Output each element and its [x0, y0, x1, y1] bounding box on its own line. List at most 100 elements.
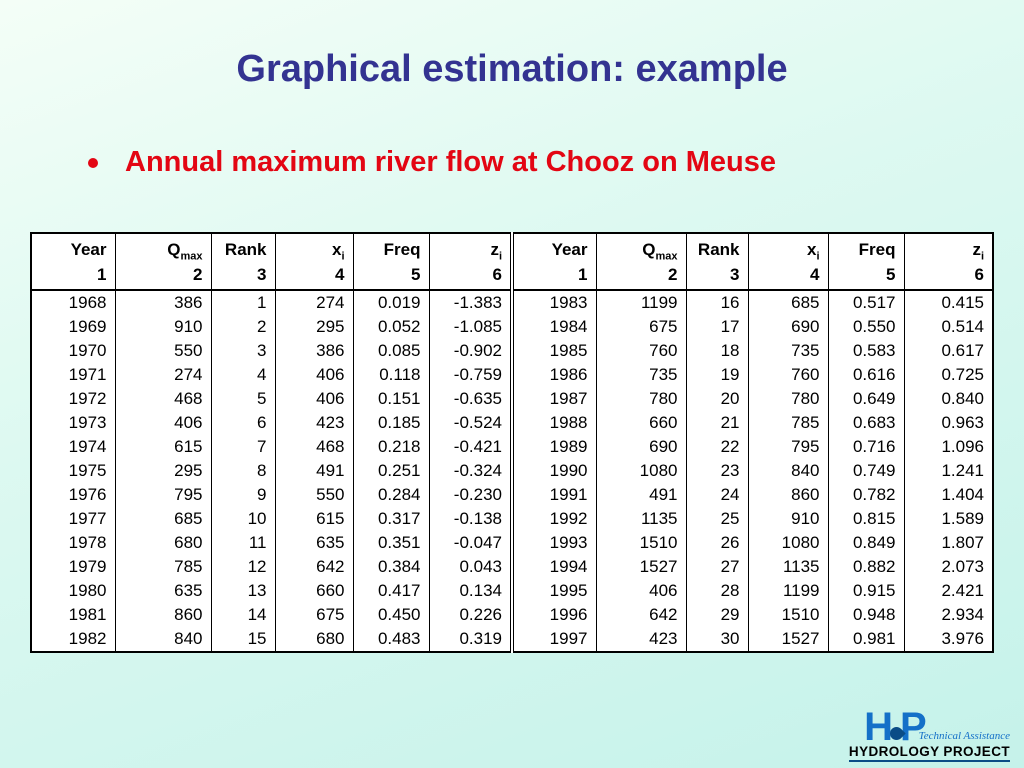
table-cell: 30 [685, 627, 748, 652]
table-cell: 0.118 [352, 363, 429, 387]
table-cell: 386 [274, 339, 353, 363]
table-cell: 0.948 [827, 603, 904, 627]
table-cell: 1 [210, 290, 275, 315]
river-flow-table: Year Qmax Rank xi Freq zi Year Qmax Rank xi Freq zi… [30, 232, 994, 653]
table-cell: 2 [210, 315, 275, 339]
table-cell: 14 [210, 603, 275, 627]
table-cell: 11 [210, 531, 275, 555]
table-cell: 685 [114, 507, 211, 531]
table-cell: 0.915 [827, 579, 904, 603]
table-cell: 1510 [747, 603, 828, 627]
table-cell: 0.517 [827, 290, 904, 315]
table-cell: 795 [114, 483, 211, 507]
table-cell: 0.840 [903, 387, 993, 411]
logo-hp-mark: H P Technical Assistance [849, 705, 1010, 749]
table-cell: 0.725 [903, 363, 993, 387]
table-cell: 0.483 [352, 627, 429, 652]
column-header: Qmax [114, 233, 211, 263]
table-cell: 1971 [30, 363, 115, 387]
table-cell: 0.151 [352, 387, 429, 411]
column-header: Year [30, 233, 115, 263]
table-cell: 840 [114, 627, 211, 652]
table-cell: 690 [595, 435, 686, 459]
table-cell: 1968 [30, 290, 115, 315]
table-cell: 27 [685, 555, 748, 579]
table-cell: 760 [747, 363, 828, 387]
table-cell: 0.317 [352, 507, 429, 531]
table-row: 1975 295 8 491 0.251 -0.324 1990 1080 23 840 0.749… [30, 459, 993, 483]
column-number: 6 [428, 263, 512, 291]
table-row: 1982 840 15 680 0.483 0.319 1997 423 30 1527 0.981… [30, 627, 993, 652]
table-cell: 660 [274, 579, 353, 603]
table-cell: 4 [210, 363, 275, 387]
table-cell: 1972 [30, 387, 115, 411]
table-cell: 1990 [510, 459, 596, 483]
column-header: zi [903, 233, 993, 263]
table-cell: 1992 [510, 507, 596, 531]
table-cell: 0.319 [428, 627, 512, 652]
table-cell: 0.134 [428, 579, 512, 603]
table-cell: 0.218 [352, 435, 429, 459]
table-cell: 1977 [30, 507, 115, 531]
column-number: 2 [114, 263, 211, 291]
table-cell: 1984 [510, 315, 596, 339]
table-row: 1970 550 3 386 0.085 -0.902 1985 760 18 735 0.583 0… [30, 339, 993, 363]
logo-tagline: Technical Assistance [918, 730, 1010, 742]
table-cell: -0.324 [428, 459, 512, 483]
table-cell: 0.384 [352, 555, 429, 579]
table-cell: 1080 [747, 531, 828, 555]
column-header: zi [428, 233, 512, 263]
table-cell: 675 [595, 315, 686, 339]
table-cell: 780 [595, 387, 686, 411]
table-cell: 860 [747, 483, 828, 507]
table-cell: 0.617 [903, 339, 993, 363]
table-cell: 6 [210, 411, 275, 435]
table-cell: 0.616 [827, 363, 904, 387]
table-cell: 660 [595, 411, 686, 435]
table-header: Year Qmax Rank xi Freq zi Year Qmax Rank xi Freq zi… [30, 233, 993, 291]
table-cell: -1.383 [428, 290, 512, 315]
table-cell: 0.019 [352, 290, 429, 315]
table-cell: 295 [274, 315, 353, 339]
column-header: Rank [210, 233, 275, 263]
column-number: 2 [595, 263, 686, 291]
table-cell: 0.550 [827, 315, 904, 339]
column-number: 1 [30, 263, 115, 291]
table-cell: 19 [685, 363, 748, 387]
table-cell: 0.450 [352, 603, 429, 627]
table-cell: 0.351 [352, 531, 429, 555]
table-cell: 1080 [595, 459, 686, 483]
table-cell: 29 [685, 603, 748, 627]
table-cell: 24 [685, 483, 748, 507]
table-cell: -0.902 [428, 339, 512, 363]
table-cell: 0.716 [827, 435, 904, 459]
table-cell: 406 [114, 411, 211, 435]
table-row: 1977 685 10 615 0.317 -0.138 1992 1135 25 910 0.81… [30, 507, 993, 531]
table-row: 1974 615 7 468 0.218 -0.421 1989 690 22 795 0.716 1… [30, 435, 993, 459]
table-cell: 7 [210, 435, 275, 459]
table-cell: 26 [685, 531, 748, 555]
logo-letter-p: P [899, 705, 927, 749]
table-cell: -0.759 [428, 363, 512, 387]
table-cell: 860 [114, 603, 211, 627]
table-cell: 685 [747, 290, 828, 315]
bullet-icon [88, 157, 98, 168]
column-number: 4 [274, 263, 353, 291]
table-cell: 13 [210, 579, 275, 603]
table-cell: -0.230 [428, 483, 512, 507]
table-cell: 735 [595, 363, 686, 387]
table-cell: 468 [274, 435, 353, 459]
table-cell: 0.815 [827, 507, 904, 531]
table-cell: -0.421 [428, 435, 512, 459]
table-cell: 5 [210, 387, 275, 411]
table-cell: -1.085 [428, 315, 512, 339]
table-cell: 274 [114, 363, 211, 387]
column-header: xi [747, 233, 828, 263]
header-label-row: Year Qmax Rank xi Freq zi Year Qmax Rank xi Freq zi [30, 233, 993, 263]
table-row: 1979 785 12 642 0.384 0.043 1994 1527 27 1135 0.88… [30, 555, 993, 579]
table-row: 1972 468 5 406 0.151 -0.635 1987 780 20 780 0.649 0… [30, 387, 993, 411]
table-cell: 8 [210, 459, 275, 483]
table-row: 1976 795 9 550 0.284 -0.230 1991 491 24 860 0.782 1… [30, 483, 993, 507]
table-cell: 9 [210, 483, 275, 507]
